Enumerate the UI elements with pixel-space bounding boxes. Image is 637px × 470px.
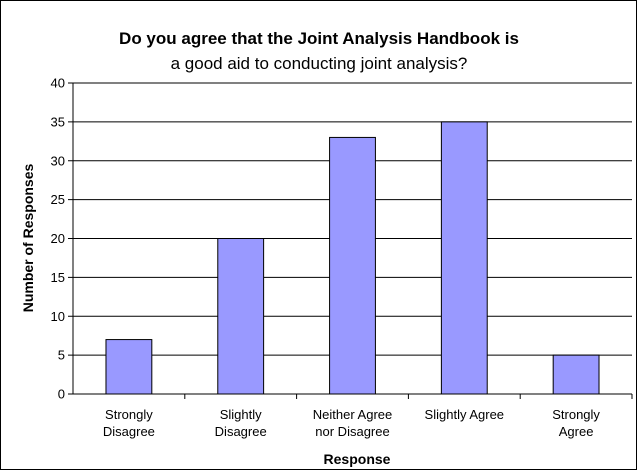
bar-1 (217, 238, 265, 395)
x-category-label-4: Strongly Agree (552, 407, 600, 439)
y-tick-label-0: 0 (58, 387, 65, 402)
x-category-label-3: Slightly Agree (425, 407, 505, 422)
bar-0 (105, 339, 153, 395)
x-axis-label: Response (324, 451, 391, 467)
y-axis-label: Number of Responses (20, 163, 36, 312)
x-category-labels: Strongly Disagree Slightly Disagree Neither … (103, 407, 601, 439)
y-tick-label-40: 40 (51, 76, 65, 91)
y-tick-label-35: 35 (51, 114, 65, 129)
x-category-label-2: Neither Agree nor Disagree (313, 407, 393, 439)
y-tick-label-30: 30 (51, 153, 65, 168)
bar-2 (329, 136, 376, 395)
bars (105, 121, 600, 395)
axes (68, 82, 633, 399)
chart-title-line-2: a good aid to conducting joint analysis? (171, 54, 468, 73)
y-tick-label-5: 5 (58, 348, 65, 363)
y-tick-label-20: 20 (51, 231, 65, 246)
y-tick-label-25: 25 (51, 192, 65, 207)
bar-4 (552, 354, 600, 395)
x-category-label-0: Strongly Disagree (103, 407, 155, 439)
x-category-label-1: Slightly Disagree (215, 407, 267, 439)
chart-title-line-1: Do you agree that the Joint Analysis Han… (119, 29, 519, 48)
bar-3 (440, 121, 488, 395)
y-tick-label-10: 10 (51, 309, 65, 324)
y-tick-label-15: 15 (51, 270, 65, 285)
y-tick-labels: 0 5 10 15 20 25 30 35 40 (51, 76, 65, 402)
